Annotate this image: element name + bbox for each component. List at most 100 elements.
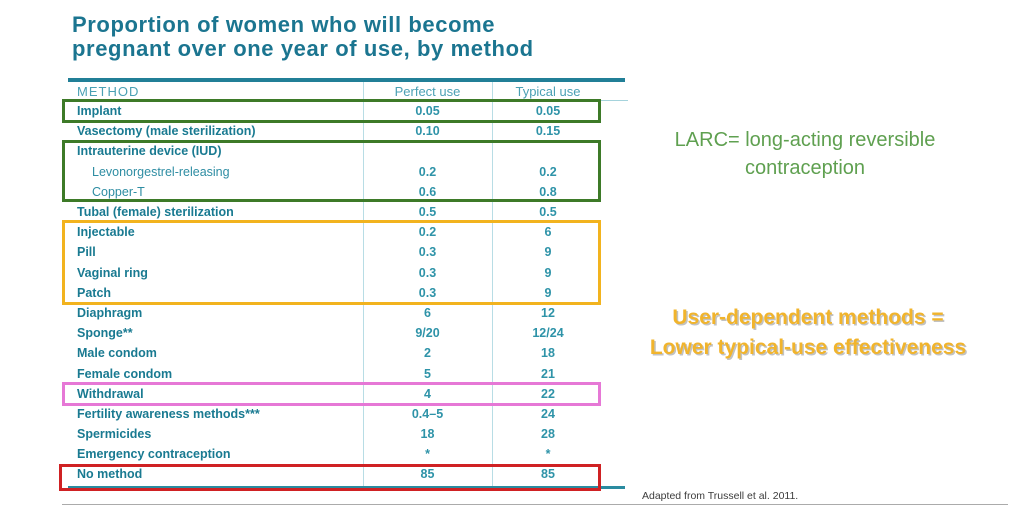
method-name: Copper-T: [92, 184, 145, 199]
column-header-perfect-use: Perfect use: [394, 84, 461, 99]
table-row: Copper-T 0.6 0.8: [68, 182, 625, 202]
highlight-box-user-dependent: [62, 220, 601, 305]
method-name: Diaphragm: [77, 305, 143, 320]
typical-use-value: 85: [541, 467, 555, 482]
table-row: Implant 0.05 0.05: [68, 101, 625, 121]
method-name: Tubal (female) sterilization: [77, 205, 234, 220]
perfect-use-value: 0.4–5: [411, 406, 444, 421]
method-name: Injectable: [77, 225, 135, 240]
larc-annotation-line2: contraception: [744, 157, 866, 179]
perfect-use-value: 0.3: [418, 245, 437, 260]
perfect-use-value: 9/20: [415, 326, 440, 341]
table-row: Intrauterine device (IUD): [68, 141, 625, 161]
table-row: Tubal (female) sterilization 0.5 0.5: [68, 202, 625, 222]
method-name: Withdrawal: [77, 386, 144, 401]
table-header-row: METHOD Perfect use Typical use: [68, 83, 625, 100]
table-row: Vasectomy (male sterilization) 0.10 0.15: [68, 121, 625, 141]
typical-use-value: 21: [541, 366, 555, 381]
perfect-use-value: 0.5: [418, 205, 437, 220]
user-dependent-annotation-line2: Lower typical-use effectiveness: [649, 336, 967, 359]
table-row: Diaphragm 6 12: [68, 303, 625, 323]
perfect-use-value: 0.10: [415, 124, 440, 139]
perfect-use-value: 4: [424, 386, 431, 401]
typical-use-value: 0.05: [535, 104, 561, 119]
larc-annotation: LARC= long-acting reversible contracepti…: [635, 126, 975, 182]
typical-use-value: 0.8: [539, 184, 557, 199]
method-name: Spermicides: [77, 427, 152, 442]
perfect-use-value: 0.3: [418, 265, 437, 280]
highlight-box-withdrawal: [62, 382, 601, 406]
perfect-use-value: 0.2: [418, 164, 437, 179]
method-name: Sponge**: [77, 326, 133, 341]
bottom-divider-line: [62, 504, 1008, 505]
perfect-use-value: 0.3: [418, 285, 437, 300]
typical-use-value: 12: [541, 305, 555, 320]
perfect-use-value: 0.2: [418, 225, 437, 240]
method-name: Intrauterine device (IUD): [77, 144, 222, 159]
source-attribution: Adapted from Trussell et al. 2011.: [642, 490, 799, 502]
table-row: Withdrawal 4 22: [68, 384, 625, 404]
column-divider-1: [363, 82, 364, 486]
table-row: Injectable 0.2 6: [68, 222, 625, 242]
typical-use-value: 22: [541, 386, 555, 401]
method-name: Patch: [77, 285, 112, 300]
table-row: Spermicides 18 28: [68, 424, 625, 444]
typical-use-value: 0.2: [539, 164, 557, 179]
perfect-use-value: 6: [424, 305, 431, 320]
method-name: Emergency contraception: [77, 447, 231, 462]
table-row: Pill 0.3 9: [68, 242, 625, 262]
typical-use-value: 28: [541, 427, 555, 442]
typical-use-value: 0.5: [539, 205, 557, 220]
column-divider-2: [492, 82, 493, 486]
method-name: Levonorgestrel-releasing: [92, 164, 230, 179]
table-row: No method 85 85: [68, 464, 625, 484]
table-row: Vaginal ring 0.3 9: [68, 263, 625, 283]
highlight-box-iud: [62, 140, 601, 202]
highlight-box-no-method: [59, 464, 601, 491]
larc-annotation-line1: LARC= long-acting reversible: [674, 129, 936, 151]
perfect-use-value: 18: [420, 427, 435, 442]
typical-use-value: 18: [541, 346, 555, 361]
table-row: Emergency contraception * *: [68, 444, 625, 464]
method-name: Fertility awareness methods***: [77, 406, 260, 421]
method-name: Female condom: [77, 366, 173, 381]
perfect-use-value: *: [425, 447, 430, 462]
method-name: Implant: [77, 104, 122, 119]
typical-use-value: 6: [544, 225, 552, 240]
table-row: Female condom 5 21: [68, 363, 625, 383]
user-dependent-annotation: User-dependent methods = Lower typical-u…: [618, 303, 998, 363]
method-name: Male condom: [77, 346, 157, 361]
perfect-use-value: 2: [424, 346, 431, 361]
method-name: No method: [77, 467, 143, 482]
typical-use-value: 9: [544, 245, 552, 260]
method-name: Vaginal ring: [77, 265, 148, 280]
typical-use-value: 12/24: [532, 326, 564, 341]
page-title: Proportion of women who will become preg…: [72, 13, 534, 61]
table-row: Levonorgestrel-releasing 0.2 0.2: [68, 162, 625, 182]
table-row: Male condom 2 18: [68, 343, 625, 363]
typical-use-value: 0.15: [535, 124, 561, 139]
user-dependent-annotation-line1: User-dependent methods =: [672, 306, 944, 329]
page-title-line1: Proportion of women who will become: [72, 12, 496, 37]
typical-use-value: 9: [544, 285, 552, 300]
perfect-use-value: 5: [424, 366, 431, 381]
highlight-box-implant: [62, 99, 601, 123]
table-row: Sponge** 9/20 12/24: [68, 323, 625, 343]
table-bottom-rule: [68, 486, 625, 489]
typical-use-value: 9: [544, 265, 552, 280]
table-top-rule: [68, 78, 625, 82]
method-name: Pill: [77, 245, 96, 260]
page-title-line2: pregnant over one year of use, by method: [72, 36, 534, 61]
typical-use-value: 24: [541, 406, 555, 421]
perfect-use-value: 0.6: [418, 184, 437, 199]
table-row: Patch 0.3 9: [68, 283, 625, 303]
typical-use-value: *: [545, 447, 551, 462]
perfect-use-value: 85: [420, 467, 435, 482]
method-name: Vasectomy (male sterilization): [77, 124, 256, 139]
table-rows: Implant 0.05 0.05 Vasectomy (male steril…: [68, 101, 625, 485]
column-header-typical-use: Typical use: [515, 84, 581, 99]
table-row: Fertility awareness methods*** 0.4–5 24: [68, 404, 625, 424]
column-header-method: METHOD: [77, 84, 140, 99]
perfect-use-value: 0.05: [415, 104, 440, 119]
